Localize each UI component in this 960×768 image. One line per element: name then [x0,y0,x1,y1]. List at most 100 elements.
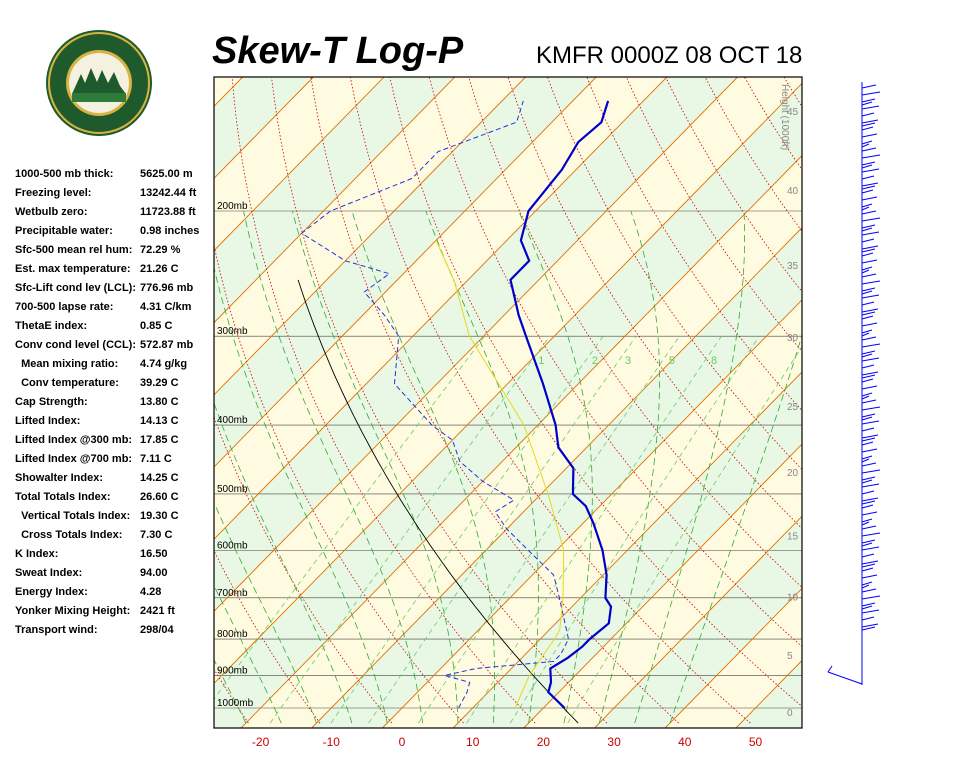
dry-adiabat-line [214,668,249,724]
height-axis-title: Height (1000ft) [779,84,790,150]
wind-barb [861,161,876,166]
wind-barb [861,469,881,474]
temperature-profile [509,100,613,709]
pressure-label: 400mb [217,415,248,426]
moist-adiabat-line [351,210,496,724]
wind-barb [861,392,873,397]
stat-value: 14.25 C [140,472,179,484]
pressure-label: 200mb [217,201,248,212]
wind-barb-feather [861,248,876,253]
mixing-ratio-label: 3 [625,355,631,367]
wind-barb [861,273,877,278]
dry-adiabat-line [29,0,177,723]
dry-adiabat-line [214,416,393,724]
pressure-label: 1000mb [217,698,254,709]
wind-barb [861,133,878,138]
stat-label: Conv temperature: [15,377,119,389]
wind-barb-feather [861,458,870,463]
height-label: 5 [787,651,793,662]
wind-barb [861,602,876,607]
height-label: 30 [787,333,799,344]
isotherm-line [0,77,172,728]
moist-adiabat-line [31,211,175,723]
wind-barb-feather [861,206,870,211]
wind-barb [861,189,874,194]
dry-adiabat-line [0,0,105,723]
wind-barb [861,280,881,285]
moist-adiabat-line [214,402,353,724]
isotherm-line [664,587,802,728]
wind-barb [861,364,875,369]
moist-adiabat-line [55,211,211,723]
x-tick-label: 20 [537,735,551,749]
mixing-ratio-line [269,335,551,724]
moist-adiabat-line [243,210,423,724]
wind-barb [861,119,879,124]
isotherm-line [240,154,802,728]
stat-value: 21.26 C [140,263,179,275]
reference-adiabat-line [297,279,579,724]
wind-barb [861,203,873,208]
stat-value: 7.11 C [140,453,172,465]
wind-barb [861,140,873,145]
wind-barb [861,175,875,180]
moist-adiabat-line [669,334,802,724]
wind-barb [861,266,873,271]
stat-label: Freezing level: [15,187,92,199]
x-tick-label: -20 [252,735,270,749]
temperature-band [214,77,802,684]
stat-value: 94.00 [140,567,168,579]
wind-barb-feather [861,500,876,505]
wind-barb [861,343,881,348]
surface-wind-barb [827,671,863,685]
isotherm-line [311,227,802,728]
wind-barb [861,336,877,341]
wind-barb [861,490,875,495]
wind-barb [861,105,880,110]
wind-barb [861,448,878,453]
stat-value: 14.13 C [140,415,179,427]
stat-label: Est. max temperature: [15,263,131,275]
isotherm-line [807,77,960,728]
height-label: 35 [787,261,799,272]
x-tick-label: 0 [399,735,406,749]
height-label: 0 [787,708,793,719]
stat-label: Conv cond level (CCL): [15,339,137,351]
parcel-profile [435,240,565,709]
isotherm-line [214,77,668,540]
stat-label: 700-500 lapse rate: [15,301,114,313]
temperature-band [214,77,314,179]
isotherm-line [382,299,802,728]
wind-barb-feather [861,227,873,232]
wind-barb [861,378,874,383]
wind-barb [861,168,880,173]
wind-barb [861,539,876,544]
wind-barb-feather [861,353,873,358]
wind-barb-feather [861,563,876,568]
stat-value: 5625.00 m [140,168,193,180]
moist-adiabat-line [214,501,317,724]
stat-value: 39.29 C [140,377,179,389]
stat-value: 13.80 C [140,396,179,408]
stat-label: Yonker Mixing Height: [15,605,131,617]
stat-value: 19.30 C [140,510,179,522]
stat-value: 13242.44 ft [140,187,197,199]
wind-barb [861,84,877,89]
wind-barb-feather [861,164,873,169]
wind-barb [861,616,875,621]
wind-barb [861,532,881,537]
isotherm-line [594,515,802,728]
wind-barb [861,504,874,509]
stat-label: Transport wind: [15,624,98,636]
stat-value: 572.87 mb [140,339,194,351]
stat-value: 72.29 % [140,244,181,256]
wind-barb [861,294,880,299]
wind-barb-feather [861,626,876,631]
wind-barb [861,511,878,516]
wind-barb [861,595,881,600]
x-tick-label: 10 [466,735,480,749]
wind-barb [861,98,876,103]
wind-barb [861,406,881,411]
wind-barb [861,399,877,404]
temperature-band [214,77,243,107]
